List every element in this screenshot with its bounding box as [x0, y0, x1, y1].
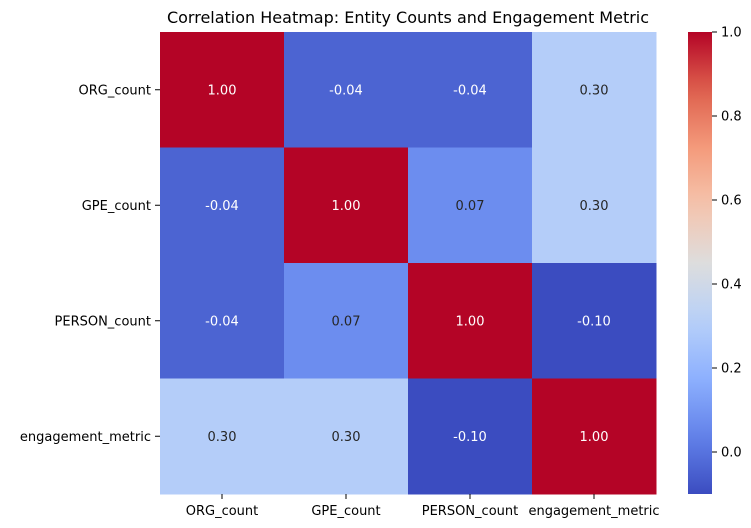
- cell-value-label: 1.00: [580, 430, 609, 445]
- heatmap-cell-GPE_count-ORG_count: [160, 147, 285, 264]
- heatmap-cell-engagement_metric-ORG_count: [160, 378, 285, 495]
- cell-value-label: -0.10: [453, 430, 487, 445]
- cell-value-label: 0.30: [580, 199, 609, 214]
- heatmap-cell-engagement_metric-engagement_metric: [532, 378, 657, 495]
- cell-value-label: 1.00: [456, 314, 485, 329]
- column-label-engagement_metric: engagement_metric: [528, 504, 659, 519]
- column-labels: ORG_count GPE_count PERSON_count engagement…: [186, 494, 660, 519]
- cell-value-label: 0.30: [580, 83, 609, 98]
- cell-value-label: 1.00: [208, 83, 237, 98]
- row-labels: ORG_count GPE_count PERSON_count engagement…: [20, 83, 160, 445]
- colorbar-tick-label: 0.2: [721, 362, 742, 377]
- heatmap-cells: 1.00 -0.04 -0.04 0.30 -0.04 1.00 0.07 0.30 -0.04…: [160, 32, 657, 495]
- colorbar-tick-label: 0.4: [721, 278, 742, 293]
- cell-value-label: 0.30: [332, 430, 361, 445]
- heatmap-cell-engagement_metric-PERSON_count: [408, 378, 533, 495]
- column-label-GPE_count: GPE_count: [311, 504, 380, 519]
- row-label-GPE_count: GPE_count: [82, 199, 151, 214]
- heatmap-cell-ORG_count-ORG_count: [160, 32, 285, 148]
- row-label-PERSON_count: PERSON_count: [55, 314, 151, 329]
- cell-value-label: -0.04: [205, 314, 239, 329]
- row-label-ORG_count: ORG_count: [78, 83, 151, 98]
- heatmap-cell-ORG_count-engagement_metric: [532, 32, 657, 148]
- row-label-engagement_metric: engagement_metric: [20, 430, 151, 445]
- column-label-ORG_count: ORG_count: [186, 504, 259, 519]
- cell-value-label: -0.04: [205, 199, 239, 214]
- heatmap-cell-PERSON_count-ORG_count: [160, 263, 285, 379]
- heatmap-cell-GPE_count-engagement_metric: [532, 147, 657, 264]
- colorbar: 1.0 0.8 0.6 0.4 0.2 0.0: [688, 26, 742, 494]
- colorbar-tick-label: 1.0: [721, 26, 742, 41]
- column-label-PERSON_count: PERSON_count: [422, 504, 518, 519]
- heatmap-cell-PERSON_count-GPE_count: [284, 263, 409, 379]
- cell-value-label: 0.07: [332, 314, 361, 329]
- heatmap-cell-GPE_count-GPE_count: [284, 147, 409, 264]
- cell-value-label: 0.30: [208, 430, 237, 445]
- cell-value-label: -0.04: [329, 83, 363, 98]
- heatmap-cell-ORG_count-PERSON_count: [408, 32, 533, 148]
- heatmap-cell-ORG_count-GPE_count: [284, 32, 409, 148]
- colorbar-gradient: [688, 32, 712, 494]
- colorbar-tick-label: 0.8: [721, 110, 742, 125]
- heatmap-cell-PERSON_count-engagement_metric: [532, 263, 657, 379]
- chart-title: Correlation Heatmap: Entity Counts and E…: [167, 8, 649, 27]
- colorbar-tick-label: 0.0: [721, 446, 742, 461]
- heatmap-cell-GPE_count-PERSON_count: [408, 147, 533, 264]
- cell-value-label: 0.07: [456, 199, 485, 214]
- colorbar-tick-label: 0.6: [721, 194, 742, 209]
- cell-value-label: -0.04: [453, 83, 487, 98]
- cell-value-label: 1.00: [332, 199, 361, 214]
- heatmap-cell-engagement_metric-GPE_count: [284, 378, 409, 495]
- cell-value-label: -0.10: [577, 314, 611, 329]
- heatmap-cell-PERSON_count-PERSON_count: [408, 263, 533, 379]
